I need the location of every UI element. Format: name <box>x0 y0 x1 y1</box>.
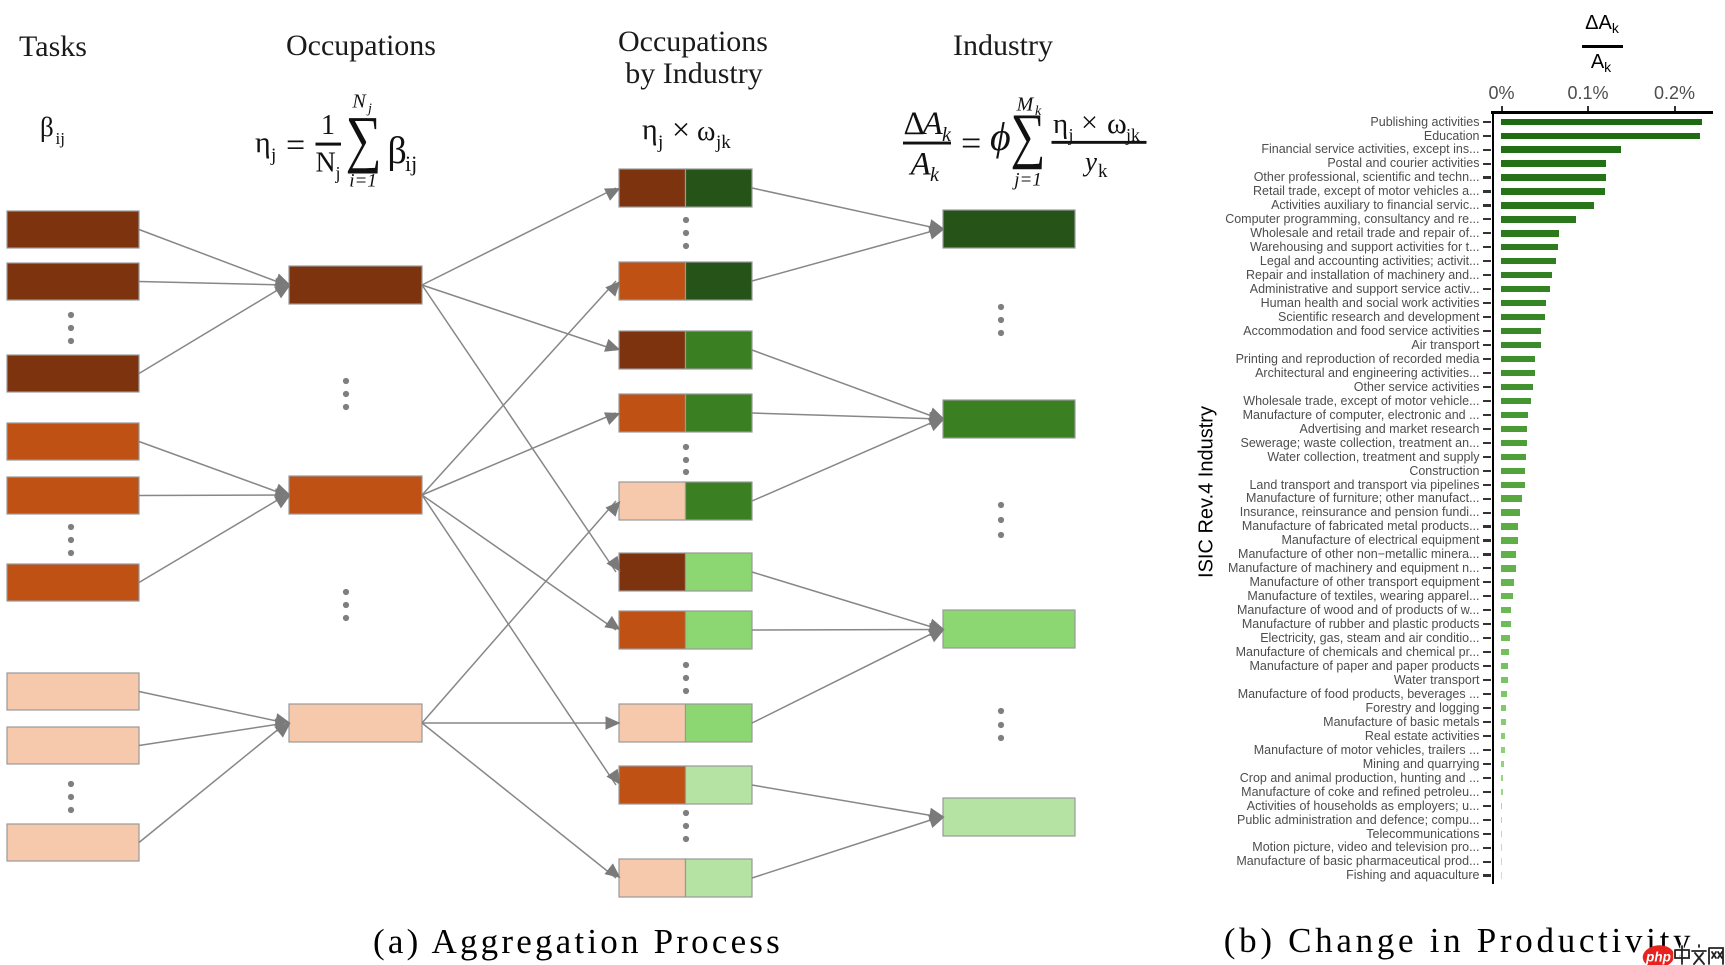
svg-text:β: β <box>388 130 407 172</box>
svg-text:×: × <box>672 111 690 147</box>
svg-text:php: php <box>1645 950 1671 965</box>
svg-text:j: j <box>1068 125 1074 145</box>
svg-text:j: j <box>270 145 276 166</box>
svg-text:Tasks: Tasks <box>19 30 87 63</box>
svg-text:j: j <box>335 163 341 183</box>
svg-text:=: = <box>286 127 305 164</box>
svg-text:Industry: Industry <box>953 29 1053 62</box>
svg-text:y: y <box>1082 147 1097 177</box>
svg-text:∑: ∑ <box>346 103 382 174</box>
svg-text:i=1: i=1 <box>349 171 377 192</box>
svg-text:ω: ω <box>1107 107 1127 140</box>
svg-text:jk: jk <box>1125 125 1140 145</box>
svg-text:A: A <box>909 147 932 183</box>
svg-text:ij: ij <box>405 151 417 176</box>
svg-text:ω: ω <box>697 116 715 147</box>
svg-text:A: A <box>921 106 944 142</box>
svg-text:Occupations: Occupations <box>286 29 436 62</box>
svg-text:M: M <box>1016 94 1035 116</box>
svg-text:k: k <box>1035 104 1042 119</box>
svg-text:j=1: j=1 <box>1011 170 1042 191</box>
svg-text:η: η <box>255 126 271 159</box>
svg-text:1: 1 <box>321 110 335 141</box>
svg-text:β: β <box>40 112 54 142</box>
svg-text:j: j <box>657 132 663 153</box>
svg-text:k: k <box>930 164 940 186</box>
svg-text:j: j <box>366 102 372 117</box>
svg-text:ϕ: ϕ <box>990 114 1011 159</box>
svg-text:jk: jk <box>715 132 731 153</box>
svg-text:N: N <box>351 91 367 113</box>
svg-text:∑: ∑ <box>1011 102 1046 170</box>
svg-text:by Industry: by Industry <box>625 57 763 90</box>
svg-text:k: k <box>1098 161 1108 182</box>
svg-text:Occupations: Occupations <box>618 25 768 58</box>
svg-text:×: × <box>1081 106 1098 139</box>
svg-text:=: = <box>961 123 981 163</box>
svg-text:N: N <box>316 148 336 179</box>
svg-text:η: η <box>1053 108 1068 140</box>
svg-text:k: k <box>942 124 952 146</box>
svg-text:η: η <box>642 113 658 146</box>
svg-text:Δ: Δ <box>904 106 925 142</box>
svg-text:ij: ij <box>56 129 65 148</box>
